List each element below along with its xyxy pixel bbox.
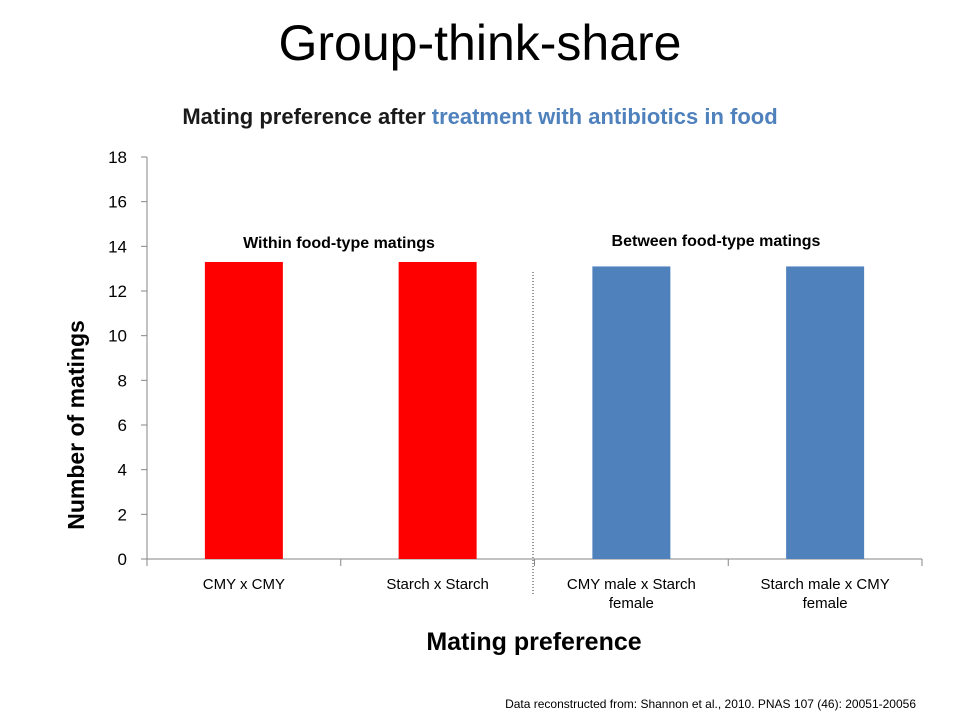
chart-title: Mating preference after treatment with a… — [0, 104, 960, 130]
bar — [398, 261, 477, 559]
x-tick-label: CMY male x Starch — [567, 576, 696, 593]
chart-title-part1: Mating preference after — [182, 104, 432, 129]
y-tick-label: 4 — [118, 461, 127, 480]
y-tick-label: 0 — [118, 550, 127, 569]
bar — [204, 261, 283, 559]
citation: Data reconstructed from: Shannon et al.,… — [505, 697, 916, 711]
bar — [786, 266, 865, 559]
slide-title: Group-think-share — [278, 15, 682, 71]
x-axis-title: Mating preference — [426, 628, 641, 656]
y-tick-label: 18 — [108, 148, 127, 167]
x-tick-label: Starch x Starch — [386, 576, 489, 593]
y-tick-label: 2 — [118, 505, 127, 524]
x-tick-label: female — [803, 595, 848, 612]
y-tick-label: 6 — [118, 416, 127, 435]
y-tick-label: 16 — [108, 193, 127, 212]
y-tick-label: 12 — [108, 282, 127, 301]
x-tick-label: female — [609, 595, 654, 612]
x-tick-label: Starch male x CMY — [761, 576, 890, 593]
chart-title-part2: treatment with antibiotics in food — [431, 104, 778, 129]
x-tick-label: CMY x CMY — [203, 576, 285, 593]
y-tick-label: 8 — [118, 371, 127, 390]
annotation-within: Within food-type matings — [243, 235, 435, 252]
bar — [592, 266, 671, 559]
y-tick-label: 14 — [108, 237, 127, 256]
y-axis-title: Number of matings — [63, 320, 89, 530]
annotation-between: Between food-type matings — [612, 233, 821, 250]
y-tick-label: 10 — [108, 327, 127, 346]
